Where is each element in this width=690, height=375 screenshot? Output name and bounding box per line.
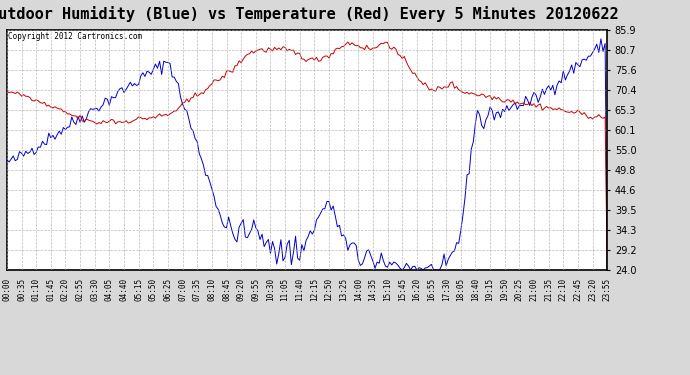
Text: Copyright 2012 Cartronics.com: Copyright 2012 Cartronics.com [8, 32, 142, 41]
Text: Outdoor Humidity (Blue) vs Temperature (Red) Every 5 Minutes 20120622: Outdoor Humidity (Blue) vs Temperature (… [0, 6, 618, 22]
